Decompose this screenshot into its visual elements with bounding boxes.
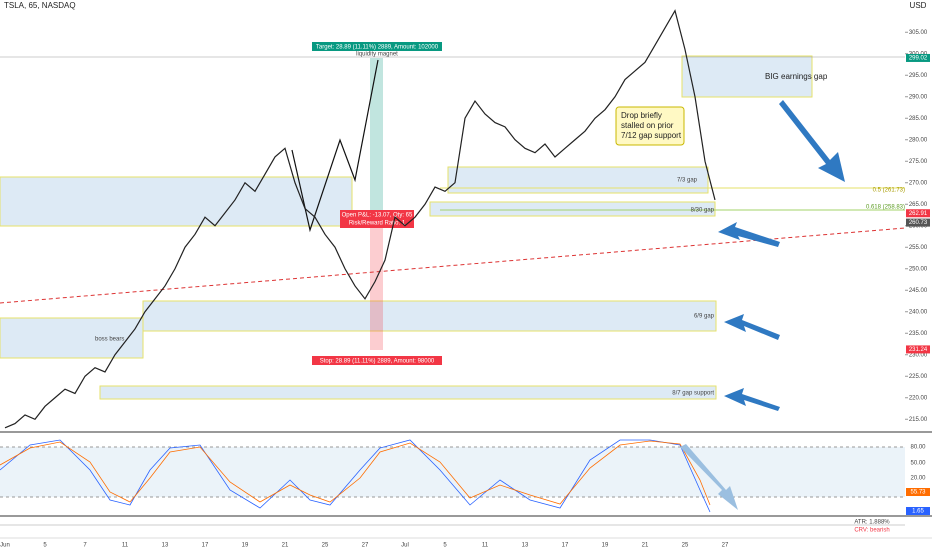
- x-tick-label: 27: [362, 543, 369, 549]
- y-tick-label: 215.00: [909, 417, 928, 423]
- y-tick-label: 225.00: [909, 374, 928, 380]
- price-tag: 231.24: [909, 347, 928, 353]
- gap-zone: [447, 166, 709, 194]
- gap-label: 6/9 gap: [694, 314, 715, 320]
- price-tag-bg: [906, 209, 930, 218]
- liquidity-label: liquidity magnet: [356, 52, 398, 58]
- gap-zone: [0, 176, 353, 227]
- x-tick-label: 19: [602, 543, 609, 549]
- target-label-bg: [312, 42, 442, 51]
- x-tick-label: 13: [162, 543, 169, 549]
- stoch-tag-bg: [906, 488, 930, 496]
- y-tick-label: 290.00: [909, 94, 928, 100]
- x-tick-label: 5: [43, 543, 47, 549]
- y-tick-label: 230.00: [909, 352, 928, 358]
- gap-zone: [681, 55, 813, 98]
- price-tag: 260.73: [909, 220, 928, 226]
- gap-zone: [0, 317, 144, 359]
- stoch-arrow: [680, 444, 738, 510]
- x-tick-label: 25: [322, 543, 329, 549]
- stoch-d-tag: 1.65: [912, 509, 924, 515]
- y-tick-label: 275.00: [909, 159, 928, 165]
- currency: USD: [910, 1, 927, 10]
- target-label: Target: 28.89 (11.11%) 2889, Amount: 102…: [316, 45, 439, 51]
- y-tick-label: 255.00: [909, 245, 928, 251]
- gap-label: 8/7 gap support: [672, 391, 714, 397]
- target-zone: [370, 58, 383, 210]
- arrows: [718, 100, 845, 411]
- stoch-tag-bg: [906, 507, 930, 515]
- fib-label: 0.5 (261.73): [873, 188, 905, 194]
- x-tick-label: 19: [242, 543, 249, 549]
- pnl-label-bg: [340, 210, 414, 228]
- y-tick-label: 220.00: [909, 395, 928, 401]
- x-tick-label: 17: [202, 543, 209, 549]
- stoch-tick: 50.00: [910, 461, 926, 467]
- y-tick-label: 265.00: [909, 202, 928, 208]
- stoch-d: [0, 440, 711, 506]
- y-tick-label: 250.00: [909, 266, 928, 272]
- gap-zone: [99, 385, 717, 400]
- price-tag-bg: [906, 53, 930, 62]
- y-tick-label: 240.00: [909, 309, 928, 315]
- x-tick-label: 21: [282, 543, 289, 549]
- earnings-label: BIG earnings gap: [765, 72, 828, 81]
- trend-line: [0, 227, 906, 304]
- stop-label: Stop: 28.89 (11.11%) 2889, Amount: 98000: [320, 359, 435, 365]
- x-tick-label: 13: [522, 543, 529, 549]
- gap-label: 7/3 gap: [677, 178, 698, 184]
- x-tick-label: Jun: [0, 543, 10, 549]
- stoch-tick: 80.00: [910, 445, 926, 451]
- atr-label: ATR: 1.888%: [854, 520, 890, 526]
- x-tick-label: 25: [682, 543, 689, 549]
- symbol-title: TSLA, 65, NASDAQ: [4, 1, 76, 10]
- price-tag-bg: [906, 218, 930, 227]
- x-tick-label: 27: [722, 543, 729, 549]
- note-box: [615, 106, 685, 146]
- crv-label: CRV: bearish: [854, 528, 889, 534]
- note-line: 7/12 gap support: [621, 131, 682, 140]
- projection-path: [291, 59, 379, 233]
- x-tick-label: 11: [482, 543, 489, 549]
- note-line: stalled on prior: [621, 121, 674, 130]
- gap-zone: [429, 201, 716, 217]
- price-tag: 262.91: [909, 211, 928, 217]
- price-line: [4, 9, 716, 429]
- rr-label: Risk/Reward Ratio: 1: [349, 221, 406, 227]
- x-tick-label: 21: [642, 543, 649, 549]
- gap-zone: [142, 300, 717, 332]
- x-tick-label: Jul: [401, 543, 409, 549]
- price-tag: 299.02: [909, 56, 928, 62]
- stop-label-bg: [312, 356, 442, 365]
- note-line: Drop briefly: [621, 111, 662, 120]
- y-tick-label: 305.00: [909, 30, 928, 36]
- stop-zone: [370, 210, 383, 350]
- y-tick-label: 270.00: [909, 180, 928, 186]
- x-tick-label: 7: [83, 543, 87, 549]
- fib-label: 0.618 (258.83): [866, 205, 905, 211]
- stoch-k: [0, 439, 711, 513]
- y-tick-label: 295.00: [909, 73, 928, 79]
- x-tick-label: 11: [122, 543, 129, 549]
- x-tick-label: 17: [562, 543, 569, 549]
- y-tick-label: 245.00: [909, 288, 928, 294]
- stoch-k-tag: 55.73: [910, 490, 926, 496]
- stoch-band: [0, 447, 905, 497]
- bears-label: boss bears: [95, 337, 124, 343]
- gap-label: 8/30 gap: [691, 208, 715, 214]
- pnl-label: Open P&L: -13.07, Qty: 65: [342, 213, 413, 219]
- stoch-tick: 20.00: [910, 476, 926, 482]
- y-tick-label: 235.00: [909, 331, 928, 337]
- price-tag-bg: [906, 345, 930, 354]
- y-tick-label: 285.00: [909, 116, 928, 122]
- y-tick-label: 280.00: [909, 137, 928, 143]
- x-tick-label: 5: [443, 543, 447, 549]
